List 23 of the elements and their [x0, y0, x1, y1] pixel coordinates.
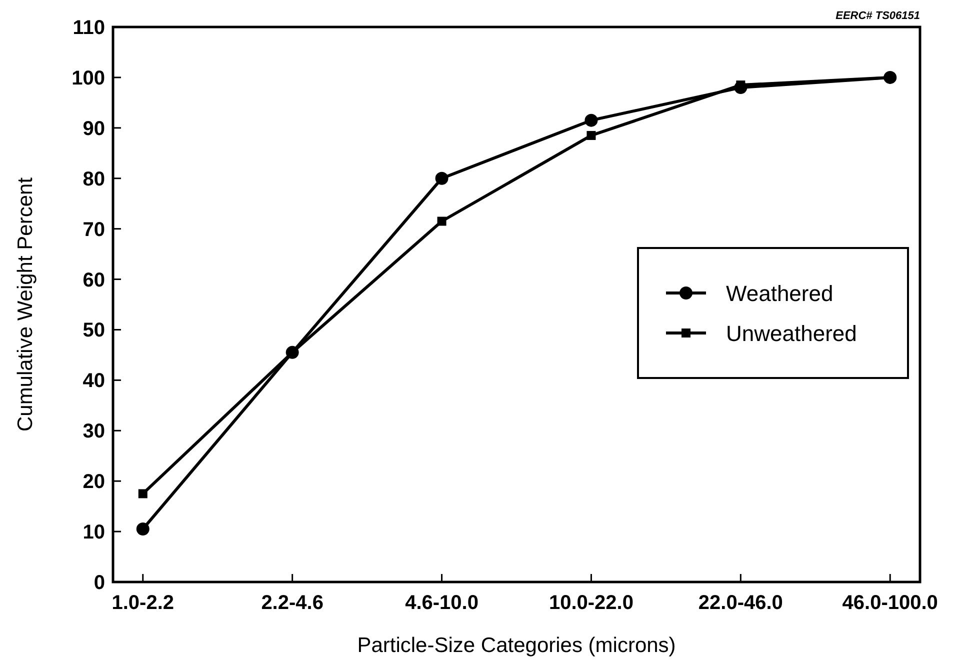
x-tick-label: 46.0-100.0 — [842, 592, 938, 614]
x-tick-label: 10.0-22.0 — [548, 592, 634, 614]
y-tick-label: 70 — [82, 218, 105, 241]
legend-label: Unweathered — [726, 321, 857, 346]
y-tick-label: 80 — [82, 168, 105, 190]
x-tick-label: 1.0-2.2 — [112, 592, 174, 614]
y-tick-label: 10 — [82, 522, 105, 544]
y-tick-label: 90 — [82, 118, 105, 140]
y-tick-label: 40 — [82, 370, 105, 392]
y-tick-label: 60 — [82, 269, 105, 292]
y-tick-label: 50 — [82, 320, 105, 342]
legend-label: Weathered — [726, 281, 834, 306]
x-axis-title: Particle-Size Categories (microns) — [357, 634, 676, 657]
y-axis-title: Cumulative Weight Percent — [14, 177, 37, 432]
y-tick-label: 20 — [82, 471, 105, 494]
y-tick-label: 100 — [72, 67, 105, 90]
y-tick-label: 110 — [72, 17, 105, 39]
y-tick-label: 30 — [82, 420, 105, 443]
x-tick-label: 22.0-46.0 — [698, 592, 783, 614]
x-tick-label: 4.6-10.0 — [405, 592, 478, 614]
y-tick-label: 0 — [94, 572, 105, 594]
text: EERC# TS06151 — [836, 10, 920, 22]
x-tick-label: 2.2-4.6 — [261, 592, 324, 614]
